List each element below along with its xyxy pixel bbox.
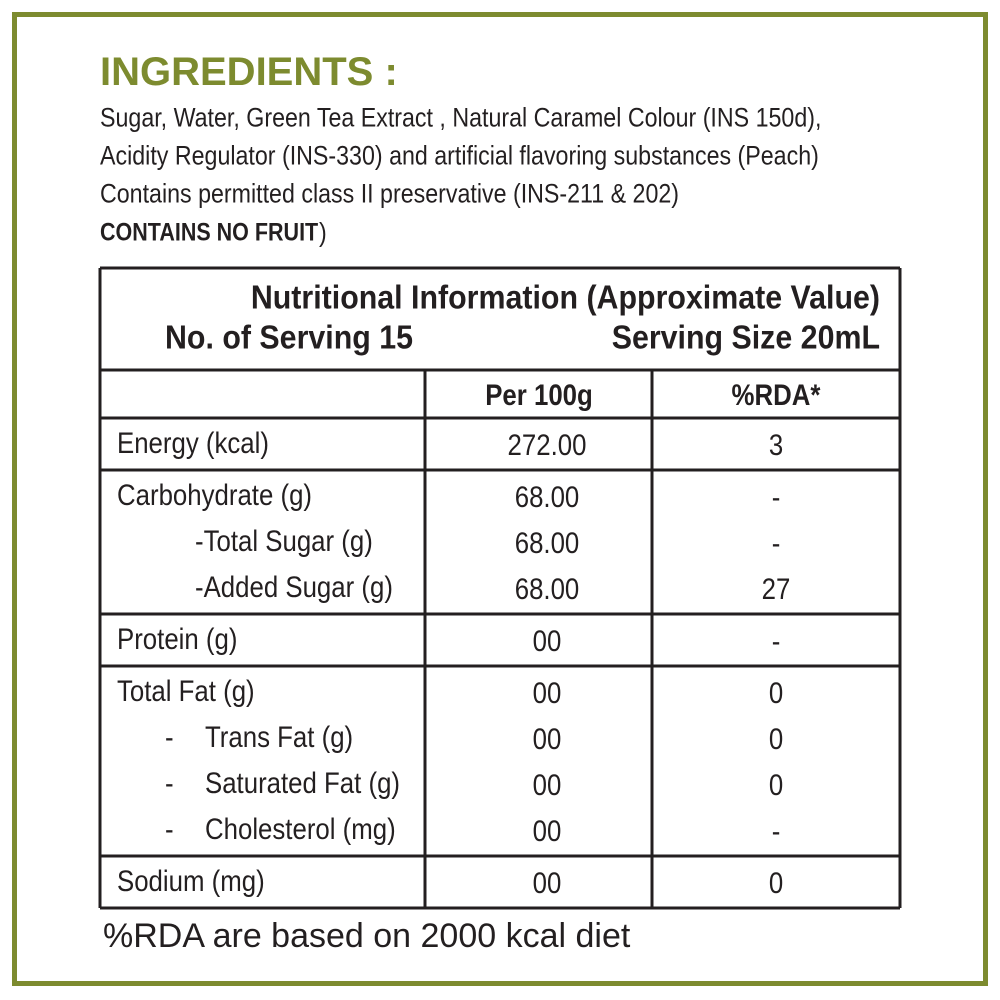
rda-value: 0 (768, 723, 784, 756)
bullet: - (165, 813, 174, 846)
bullet: - (165, 721, 174, 754)
nutrient-label: Energy (kcal) (117, 427, 269, 460)
nutrient-label: -Total Sugar (g) (195, 525, 373, 558)
nutrient-label: Saturated Fat (g) (205, 767, 401, 800)
rda-value: - (771, 625, 781, 658)
nutrient-label: Protein (g) (117, 623, 238, 656)
rda-value: - (771, 815, 781, 848)
ingredient-line: Contains permitted class II preservative… (100, 178, 680, 209)
rda-value: - (771, 481, 781, 514)
rda-value: - (771, 527, 781, 560)
nutrient-label: Sodium (mg) (117, 865, 265, 898)
per-100g-value: 00 (532, 769, 561, 802)
servings: No. of Serving 15 (165, 318, 413, 356)
per-100g-value: 00 (532, 867, 561, 900)
nutrient-label: Carbohydrate (g) (117, 479, 313, 512)
per-100g-value: 00 (532, 723, 561, 756)
column-header: Per 100g (484, 379, 593, 412)
section-title: INGREDIENTS : (100, 50, 398, 94)
nutrient-label: -Added Sugar (g) (195, 571, 393, 604)
nutrient-label: Cholesterol (mg) (205, 813, 396, 846)
per-100g-value: 00 (532, 815, 561, 848)
column-header: %RDA* (731, 379, 821, 412)
table-title: Nutritional Information (Approximate Val… (250, 278, 880, 316)
per-100g-value: 68.00 (514, 481, 579, 514)
per-100g-value: 00 (532, 625, 561, 658)
rda-value: 0 (768, 677, 784, 710)
nutrient-label: Trans Fat (g) (205, 721, 354, 754)
per-100g-value: 272.00 (507, 429, 586, 462)
rda-value: 3 (768, 429, 784, 462)
ingredient-note: CONTAINS NO FRUIT (100, 218, 319, 247)
serving-size: Serving Size 20mL (611, 318, 880, 356)
rda-value: 27 (761, 573, 791, 606)
nutrient-label: Total Fat (g) (117, 675, 255, 708)
per-100g-value: 68.00 (514, 527, 579, 560)
footnote: %RDA are based on 2000 kcal diet (103, 917, 631, 955)
rda-value: 0 (768, 867, 784, 900)
per-100g-value: 00 (532, 677, 561, 710)
rda-value: 0 (768, 769, 784, 802)
frame (12, 12, 988, 986)
bullet: - (165, 767, 174, 800)
ingredient-note-end: ) (319, 217, 327, 248)
per-100g-value: 68.00 (514, 573, 579, 606)
ingredient-line: Acidity Regulator (INS-330) and artifici… (100, 140, 819, 171)
ingredient-line: Sugar, Water, Green Tea Extract , Natura… (100, 102, 822, 133)
